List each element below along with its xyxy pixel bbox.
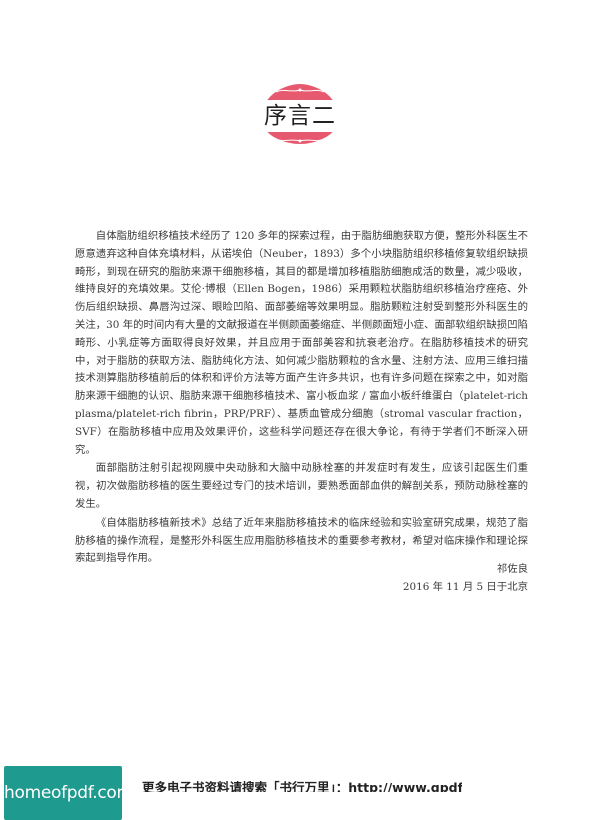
ornament-icon [260, 84, 340, 144]
author-signature: 祁佐良 [496, 563, 528, 575]
footer-text: 更多电子书资料请搜索「书行万里」：http://www.gpdf.net [142, 780, 462, 792]
paragraph: 《自体脂肪移植新技术》总结了近年来脂肪移植技术的临床经验和实验室研究成果，规范了… [75, 516, 528, 565]
footer-banner: 更多电子书资料请搜索「书行万里」：http://www.gpdf.net [142, 780, 462, 792]
paragraph: 自体脂肪组织移植技术经历了 120 多年的探索过程，由于脂肪细胞获取方便，整形外… [75, 230, 528, 456]
preface-body: 自体脂肪组织移植技术经历了 120 多年的探索过程，由于脂肪细胞获取方便，整形外… [75, 228, 528, 569]
signature-date: 2016 年 11 月 5 日于北京 [402, 581, 528, 593]
paragraph: 面部脂肪注射引起视网膜中央动脉和大脑中动脉栓塞的并发症时有发生，应该引起医生们重… [75, 462, 528, 510]
title-emblem: 序言二 [258, 82, 342, 152]
watermark-text: homeofpdf.com [4, 783, 133, 803]
watermark-logo: homeofpdf.com [4, 766, 133, 820]
page-title: 序言二 [264, 103, 336, 129]
